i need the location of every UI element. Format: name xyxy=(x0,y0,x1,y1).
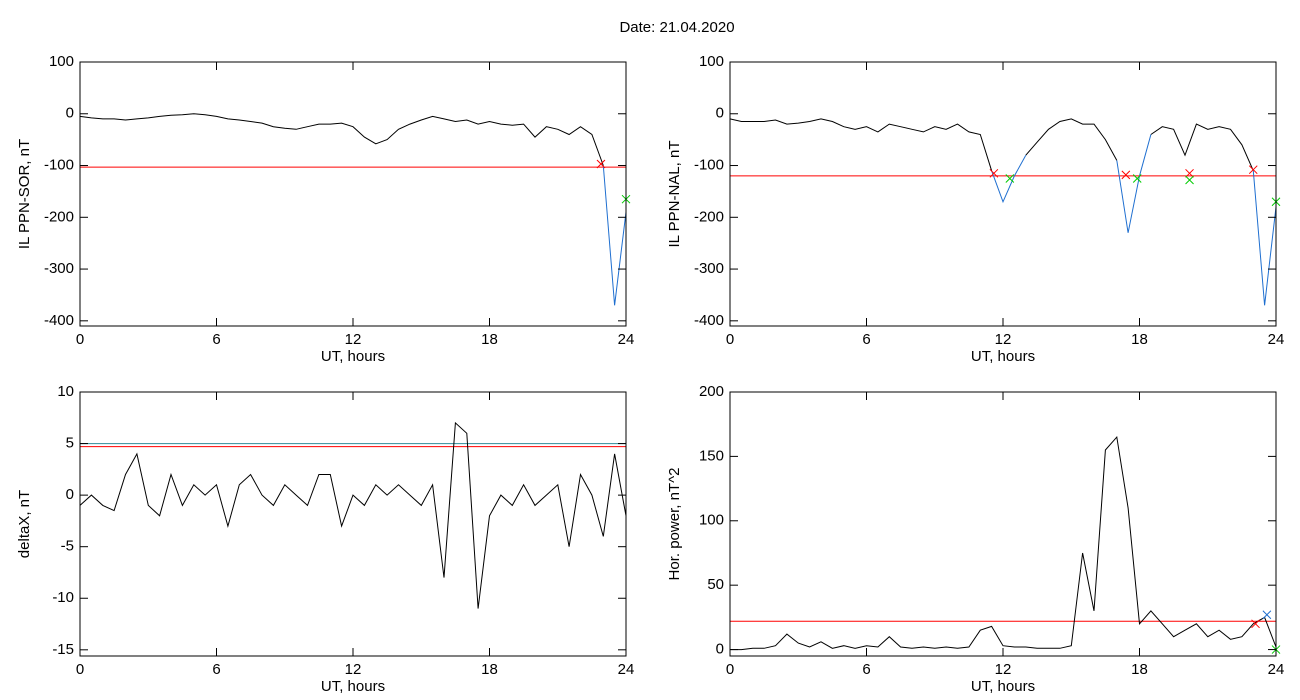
axes-frame xyxy=(729,61,1277,327)
y-tick-label: 50 xyxy=(707,576,724,593)
data-line xyxy=(79,421,627,609)
x-tick-label: 6 xyxy=(212,661,220,678)
y-axis-label: IL PPN-SOR, nT xyxy=(16,139,33,249)
marker xyxy=(1005,174,1015,183)
y-tick-label: -10 xyxy=(52,589,74,606)
y-tick-label: 0 xyxy=(716,105,724,122)
x-tick-label: 0 xyxy=(76,331,84,348)
x-tick-label: 24 xyxy=(1268,331,1285,348)
x-tick-label: 6 xyxy=(862,331,870,348)
x-tick-label: 24 xyxy=(618,661,635,678)
y-tick-label: 10 xyxy=(57,383,74,400)
x-tick-label: 18 xyxy=(481,331,498,348)
marker xyxy=(1251,619,1260,629)
marker xyxy=(1185,175,1194,185)
x-tick-label: 12 xyxy=(995,661,1012,678)
x-axis-label: UT, hours xyxy=(321,678,385,695)
x-tick-label: 6 xyxy=(212,331,220,348)
x-tick-label: 18 xyxy=(1131,661,1148,678)
marker xyxy=(1121,170,1131,180)
x-tick-label: 0 xyxy=(726,661,734,678)
axes-frame xyxy=(729,391,1277,657)
figure-title: Date: 21.04.2020 xyxy=(619,19,734,36)
x-axis-label: UT, hours xyxy=(971,678,1035,695)
y-tick-label: 100 xyxy=(699,53,724,70)
marker xyxy=(989,168,999,178)
x-tick-label: 12 xyxy=(995,331,1012,348)
x-axis-label: UT, hours xyxy=(971,348,1035,365)
y-tick-label: 150 xyxy=(699,447,724,464)
x-tick-label: 0 xyxy=(726,331,734,348)
marker xyxy=(1262,610,1272,620)
y-tick-label: 0 xyxy=(716,641,724,658)
y-tick-label: 5 xyxy=(66,435,74,452)
y-tick-label: -5 xyxy=(61,538,74,555)
data-line xyxy=(729,118,1254,171)
x-tick-label: 24 xyxy=(1268,661,1285,678)
y-tick-label: -200 xyxy=(44,208,74,225)
marker xyxy=(1248,165,1258,175)
y-tick-label: -100 xyxy=(694,156,724,173)
y-axis-label: Hor. power, nT^2 xyxy=(666,468,683,581)
y-tick-label: 200 xyxy=(699,383,724,400)
y-tick-label: -300 xyxy=(44,260,74,277)
y-tick-label: 0 xyxy=(66,105,74,122)
y-tick-label: 100 xyxy=(699,512,724,529)
y-tick-label: 0 xyxy=(66,486,74,503)
x-tick-label: 24 xyxy=(618,331,635,348)
y-tick-label: -400 xyxy=(694,312,724,329)
x-tick-label: 12 xyxy=(345,331,362,348)
y-tick-label: -200 xyxy=(694,208,724,225)
marker xyxy=(596,159,606,169)
x-tick-label: 6 xyxy=(862,661,870,678)
y-axis-label: IL PPN-NAL, nT xyxy=(666,141,683,248)
data-line xyxy=(602,165,627,306)
marker xyxy=(1185,168,1194,178)
x-tick-label: 18 xyxy=(1131,331,1148,348)
y-axis-label: deltaX, nT xyxy=(16,490,33,558)
data-line xyxy=(79,113,604,166)
y-tick-label: 100 xyxy=(49,53,74,70)
x-tick-label: 12 xyxy=(345,661,362,678)
y-tick-label: -300 xyxy=(694,260,724,277)
x-tick-label: 18 xyxy=(481,661,498,678)
marker xyxy=(1132,174,1142,183)
axes-frame xyxy=(79,61,627,327)
y-tick-label: -100 xyxy=(44,156,74,173)
data-line xyxy=(991,134,1277,306)
axes-frame xyxy=(79,391,627,657)
data-line xyxy=(730,435,1277,651)
y-tick-label: -15 xyxy=(52,641,74,658)
y-tick-label: -400 xyxy=(44,312,74,329)
x-tick-label: 0 xyxy=(76,661,84,678)
x-axis-label: UT, hours xyxy=(321,348,385,365)
